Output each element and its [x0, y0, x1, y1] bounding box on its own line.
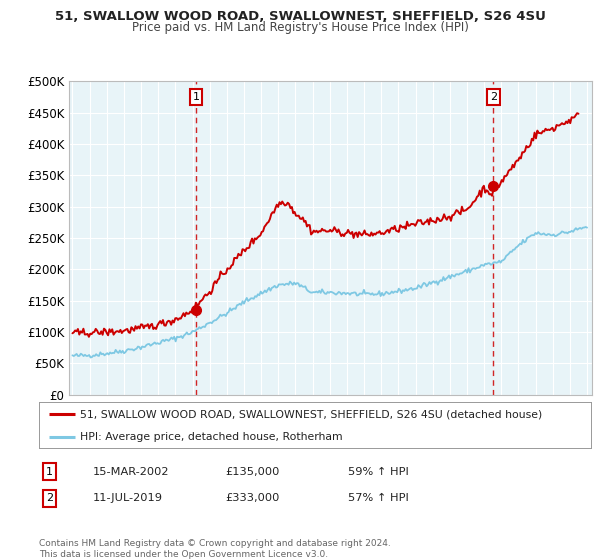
Text: 15-MAR-2002: 15-MAR-2002 [93, 466, 170, 477]
Text: 1: 1 [193, 92, 200, 102]
Text: 51, SWALLOW WOOD ROAD, SWALLOWNEST, SHEFFIELD, S26 4SU (detached house): 51, SWALLOW WOOD ROAD, SWALLOWNEST, SHEF… [80, 409, 542, 419]
Text: £333,000: £333,000 [225, 493, 280, 503]
Text: £135,000: £135,000 [225, 466, 280, 477]
Text: Price paid vs. HM Land Registry's House Price Index (HPI): Price paid vs. HM Land Registry's House … [131, 21, 469, 34]
Text: Contains HM Land Registry data © Crown copyright and database right 2024.
This d: Contains HM Land Registry data © Crown c… [39, 539, 391, 559]
Text: HPI: Average price, detached house, Rotherham: HPI: Average price, detached house, Roth… [80, 432, 343, 441]
Text: 11-JUL-2019: 11-JUL-2019 [93, 493, 163, 503]
Text: 51, SWALLOW WOOD ROAD, SWALLOWNEST, SHEFFIELD, S26 4SU: 51, SWALLOW WOOD ROAD, SWALLOWNEST, SHEF… [55, 10, 545, 23]
Text: 57% ↑ HPI: 57% ↑ HPI [348, 493, 409, 503]
Text: 2: 2 [490, 92, 497, 102]
Text: 2: 2 [46, 493, 53, 503]
Text: 59% ↑ HPI: 59% ↑ HPI [348, 466, 409, 477]
Text: 1: 1 [46, 466, 53, 477]
